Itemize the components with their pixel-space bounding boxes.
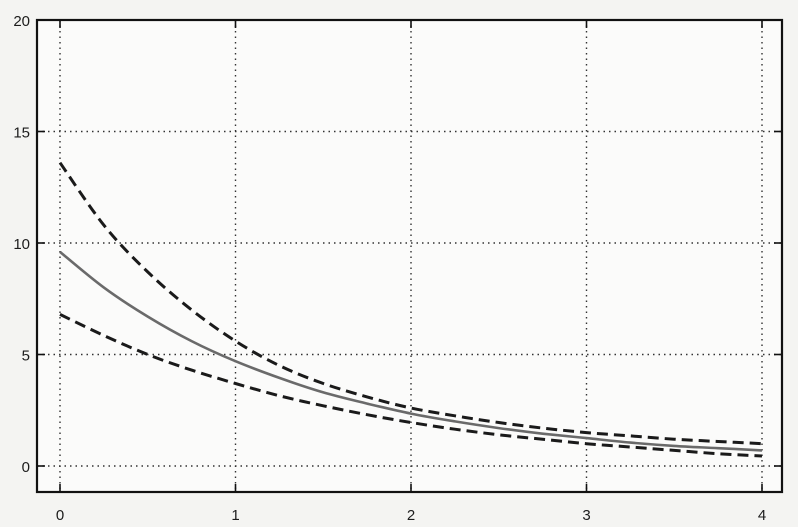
ticks — [37, 19, 782, 492]
x-tick-label: 1 — [231, 507, 239, 524]
y-tick-label: 5 — [22, 348, 30, 365]
upper-bound-dashed-line — [58, 161, 763, 446]
x-tick-label: 3 — [582, 507, 590, 524]
y-tick-label: 15 — [13, 125, 30, 142]
y-tick-label: 20 — [13, 13, 30, 30]
y-tick-label: 10 — [13, 236, 30, 253]
lower-bound-dashed-line — [59, 313, 763, 458]
y-tick-label: 0 — [22, 459, 30, 476]
mean-solid-line — [59, 250, 763, 452]
x-tick-label: 0 — [56, 507, 64, 524]
series-group — [58, 161, 763, 458]
plot-frame — [35, 18, 784, 494]
x-tick-label: 4 — [758, 507, 766, 524]
x-tick-label: 2 — [407, 507, 415, 524]
tick-labels: 0 1 2 3 4 0 5 10 15 20 — [13, 13, 766, 524]
